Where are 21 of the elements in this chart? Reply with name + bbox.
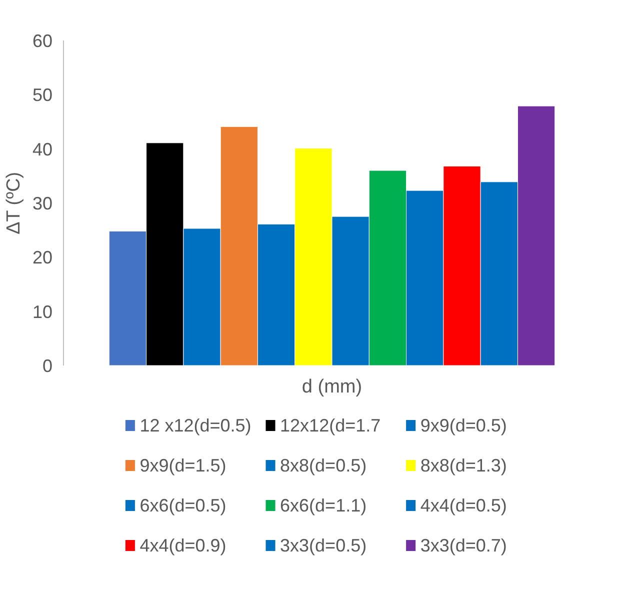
legend-label: 4x4(d=0.5) [420, 496, 507, 516]
legend-label: 6x6(d=0.5) [140, 496, 226, 516]
legend-label: 4x4(d=0.9) [140, 536, 226, 556]
legend-label: 3x3(d=0.5) [280, 536, 367, 556]
y-tick-label: 50 [32, 85, 53, 106]
x-axis-title: d (mm) [302, 376, 362, 398]
y-tick-label: 30 [32, 194, 53, 214]
y-axis-title: ΔT (ºC) [3, 172, 24, 234]
legend-label: 8x8(d=1.3) [420, 456, 507, 476]
legend-label: 6x6(d=1.1) [280, 496, 367, 516]
legend-label: 9x9(d=1.5) [140, 456, 226, 476]
legend-label: 3x3(d=0.7) [420, 536, 507, 556]
y-tick-label: 40 [32, 139, 53, 160]
legend-label: 12 x12(d=0.5) [140, 416, 252, 436]
legend-label: 9x9(d=0.5) [420, 416, 507, 436]
y-tick-label: 10 [32, 302, 53, 322]
y-tick-label: 20 [32, 248, 53, 268]
legend-label: 12x12(d=1.7 [280, 416, 381, 436]
y-tick-label: 60 [32, 31, 53, 51]
y-tick-label: 0 [42, 356, 53, 376]
legend-label: 8x8(d=0.5) [280, 456, 367, 476]
